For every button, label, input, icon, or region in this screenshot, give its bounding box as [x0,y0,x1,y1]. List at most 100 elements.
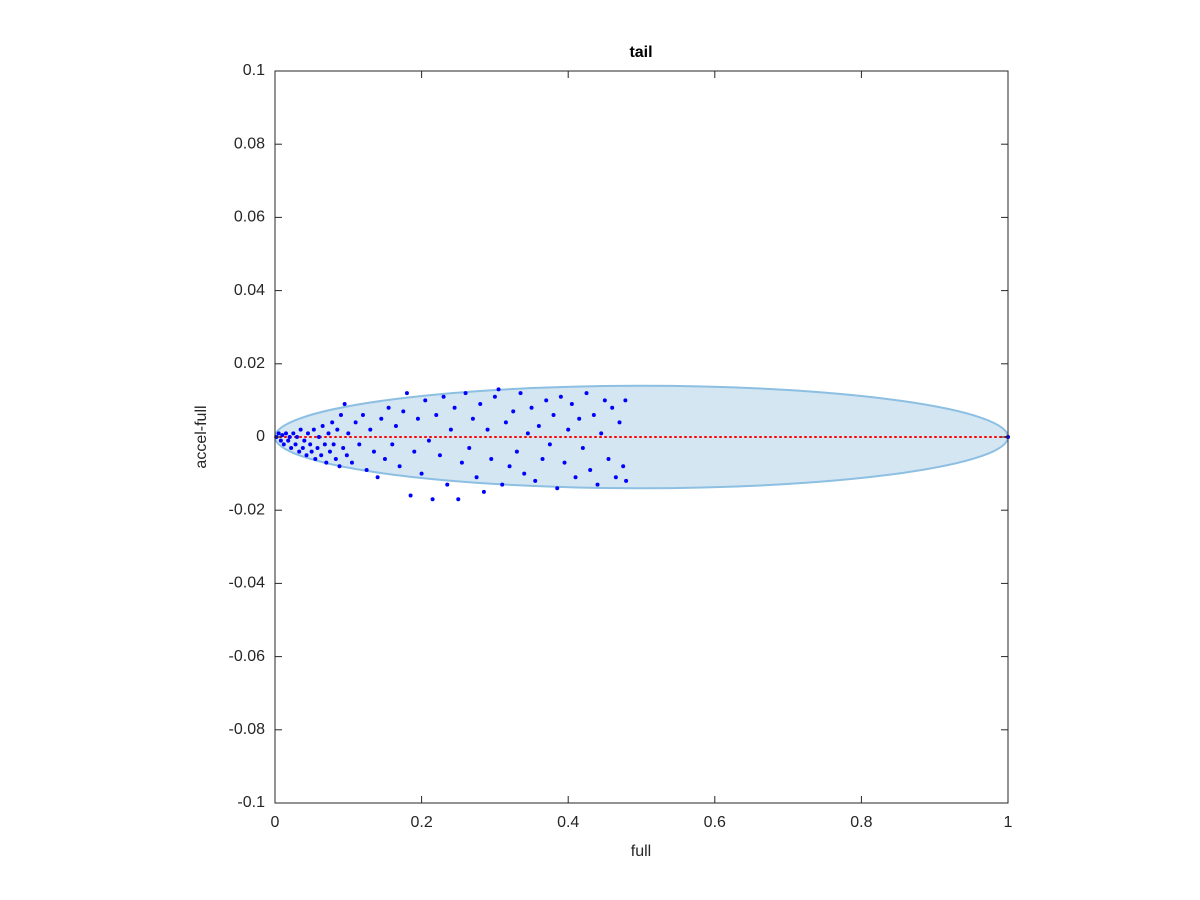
scatter-point [281,442,286,447]
scatter-point [588,467,593,472]
scatter-point [511,409,516,414]
scatter-point [364,467,369,472]
y-tick-label: -0.02 [229,501,266,518]
scatter-point [286,438,291,443]
scatter-point [353,420,358,425]
scatter-point [547,442,552,447]
y-tick-label: 0.02 [234,355,265,372]
scatter-point [492,394,497,399]
scatter-point [404,391,409,396]
scatter-point [595,482,600,487]
scatter-point [346,431,351,436]
scatter-point [426,438,431,443]
scatter-point [529,405,534,410]
scatter-point [415,416,420,421]
scatter-point [327,449,332,454]
scatter-point [445,482,450,487]
scatter-point [287,435,292,439]
scatter-point [311,427,316,432]
scatter-point [478,402,483,407]
scatter-point [322,442,327,447]
y-tick-label: -0.06 [229,648,266,665]
scatter-point [470,416,475,421]
y-tick-label: -0.04 [229,575,266,592]
scatter-point [371,449,376,454]
scatter-point [514,449,519,454]
scatter-point [525,431,530,436]
scatter-point [522,471,527,476]
scatter-point [544,398,549,403]
scatter-point [300,445,305,450]
scatter-point [276,431,281,436]
y-tick-label: -0.08 [229,721,266,738]
scatter-point [357,442,362,447]
scatter-point [408,493,413,498]
scatter-point [298,427,303,432]
scatter-point [278,438,283,443]
x-tick-label: 0 [271,814,280,831]
y-tick-label: 0 [256,428,265,445]
y-tick-label: 0.04 [234,282,265,299]
scatter-point [390,442,395,447]
scatter-point [309,449,314,454]
x-tick-label: 1 [1004,814,1013,831]
scatter-point [349,460,354,465]
scatter-point [320,424,325,429]
scatter-point [610,405,615,410]
scatter-point [331,442,336,447]
x-tick-label: 0.4 [557,814,579,831]
scatter-point [448,427,453,432]
scatter-point [386,405,391,410]
scatter-point [333,456,338,461]
scatter-point [485,427,490,432]
x-axis-label: full [631,843,651,860]
scatter-point [481,489,486,494]
scatter-point [360,413,365,418]
scatter-point [591,413,596,418]
scatter-point [617,420,622,425]
scatter-point [382,456,387,461]
scatter-point [342,402,347,407]
scatter-point [569,402,574,407]
scatter-point [344,453,349,458]
scatter-point [599,431,604,436]
scatter-point [305,431,310,436]
x-tick-label: 0.2 [410,814,432,831]
scatter-point [397,464,402,469]
scatter-point [283,431,288,436]
scatter-point [613,475,618,480]
scatter-point [430,497,435,502]
scatter-point [621,464,626,469]
scatter-point [341,445,346,450]
scatter-point [293,442,298,447]
scatter-point [315,445,320,450]
scatter-point [536,424,541,429]
scatter-point [280,433,285,438]
y-tick-label: 0.08 [234,135,265,152]
scatter-point [437,453,442,458]
scatter-point [316,435,321,439]
scatter-point [518,391,523,396]
scatter-point [423,398,428,403]
scatter-point [324,460,329,465]
y-tick-label: 0.06 [234,209,265,226]
scatter-point [291,431,296,436]
scatter-point [326,431,331,436]
scatter-point [308,442,313,447]
scatter-point [602,398,607,403]
scatter-point [375,475,380,480]
scatter-point [379,416,384,421]
scatter-point [540,456,545,461]
scatter-point [330,420,335,425]
scatter-point [335,427,340,432]
scatter-point [313,456,318,461]
scatter-point [368,427,373,432]
scatter-point [419,471,424,476]
scatter-point [489,456,494,461]
scatter-point [459,460,464,465]
scatter-point [463,391,468,396]
scatter-point [467,445,472,450]
scatter-point [401,409,406,414]
y-tick-label: 0.1 [243,62,265,79]
scatter-point [507,464,512,469]
